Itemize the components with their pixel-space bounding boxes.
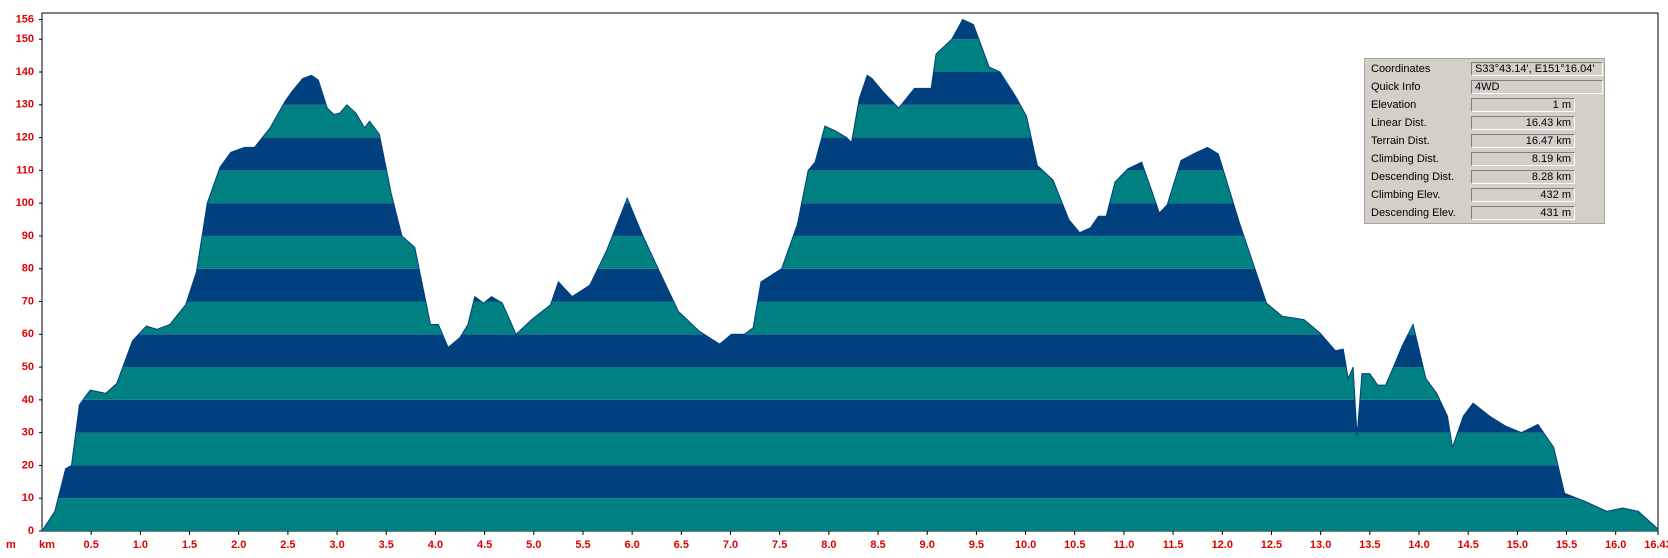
info-label: Quick Info — [1371, 81, 1421, 93]
x-tick-label: 5.5 — [575, 539, 590, 551]
info-value: 16.43 km — [1471, 116, 1575, 130]
info-value: 4WD — [1471, 80, 1603, 94]
info-row: Terrain Dist. 16.47 km — [1369, 133, 1604, 151]
x-tick-label: 10.0 — [1015, 539, 1036, 551]
x-tick-label: 9.5 — [969, 539, 984, 551]
x-tick-label: 12.5 — [1261, 539, 1282, 551]
x-tick-label: 3.0 — [329, 539, 344, 551]
elevation-band — [42, 334, 1658, 368]
x-tick-label: 11.5 — [1163, 539, 1184, 551]
y-tick-label: 60 — [22, 328, 34, 340]
info-label: Coordinates — [1371, 63, 1431, 75]
elevation-band — [42, 19, 1658, 40]
info-value: 432 m — [1471, 188, 1575, 202]
y-tick-label: 10 — [22, 492, 34, 504]
x-tick-label: 1.0 — [133, 539, 148, 551]
y-tick-label: 0 — [28, 525, 34, 537]
x-tick-label: 16.0 — [1605, 539, 1626, 551]
x-tick-label: 6.0 — [624, 539, 639, 551]
elevation-band — [42, 498, 1658, 531]
info-value: 8.28 km — [1471, 170, 1575, 184]
x-tick-label: 7.0 — [723, 539, 738, 551]
info-label: Descending Dist. — [1371, 171, 1455, 183]
x-axis-label: km — [39, 539, 55, 551]
x-tick-label: 12.0 — [1212, 539, 1233, 551]
x-tick-label: 14.0 — [1408, 539, 1429, 551]
x-tick-label: 8.5 — [870, 539, 885, 551]
x-tick-label: 2.5 — [280, 539, 295, 551]
y-tick-label: 20 — [22, 459, 34, 471]
x-tick-label: 0.5 — [84, 539, 99, 551]
x-tick-label: 13.5 — [1359, 539, 1380, 551]
y-tick-label: 150 — [16, 33, 34, 45]
info-value: 8.19 km — [1471, 152, 1575, 166]
x-tick-label: 9.0 — [920, 539, 935, 551]
y-tick-label: 70 — [22, 295, 34, 307]
y-tick-label: 140 — [16, 66, 34, 78]
y-tick-label: 130 — [16, 99, 34, 111]
elevation-profile — [41, 18, 1659, 532]
info-row: Linear Dist. 16.43 km — [1369, 115, 1604, 133]
y-tick-label: 30 — [22, 427, 34, 439]
x-tick-label: 5.0 — [526, 539, 541, 551]
x-tick-label: 6.5 — [674, 539, 689, 551]
x-tick-label: 11.0 — [1114, 539, 1135, 551]
x-tick-label: 1.5 — [182, 539, 197, 551]
elevation-band — [42, 301, 1658, 335]
info-label: Linear Dist. — [1371, 117, 1427, 129]
x-tick-label: 4.0 — [428, 539, 443, 551]
y-tick-label: 90 — [22, 230, 34, 242]
info-row: Elevation 1 m — [1369, 97, 1604, 115]
y-tick-label: 100 — [16, 197, 34, 209]
info-row: Quick Info 4WD — [1369, 79, 1604, 97]
x-tick-label: 13.0 — [1310, 539, 1331, 551]
info-label: Elevation — [1371, 99, 1417, 111]
y-tick-label: 80 — [22, 263, 34, 275]
info-row: Descending Elev. 431 m — [1369, 205, 1604, 223]
x-tick-label: 10.5 — [1064, 539, 1085, 551]
x-tick-label: 7.5 — [772, 539, 787, 551]
info-value: 1 m — [1471, 98, 1575, 112]
x-tick-label: 3.5 — [379, 539, 394, 551]
elevation-band — [42, 399, 1658, 433]
info-row: Climbing Dist. 8.19 km — [1369, 151, 1604, 169]
elevation-band — [42, 367, 1658, 400]
elevation-band — [42, 432, 1658, 466]
info-panel: Coordinates S33°43.14', E151°16.04' Quick … — [1364, 58, 1605, 224]
info-row: Coordinates S33°43.14', E151°16.04' — [1369, 61, 1604, 79]
info-label: Terrain Dist. — [1371, 135, 1430, 147]
y-tick-label: 156 — [16, 13, 34, 25]
info-row: Descending Dist. 8.28 km — [1369, 169, 1604, 187]
x-tick-label: 2.0 — [231, 539, 246, 551]
y-tick-label: 40 — [22, 394, 34, 406]
x-tick-label: 15.5 — [1556, 539, 1577, 551]
x-tick-label: 15.0 — [1507, 539, 1528, 551]
x-tick-label: 4.5 — [477, 539, 492, 551]
x-tick-label: 8.0 — [821, 539, 836, 551]
elevation-band — [42, 465, 1658, 499]
y-axis-label: m — [6, 539, 16, 551]
y-tick-label: 110 — [16, 164, 34, 176]
elevation-band — [42, 268, 1658, 302]
info-value: 431 m — [1471, 206, 1575, 220]
elevation-band — [42, 235, 1658, 269]
info-label: Climbing Elev. — [1371, 189, 1441, 201]
info-label: Climbing Dist. — [1371, 153, 1439, 165]
info-label: Descending Elev. — [1371, 207, 1456, 219]
x-tick-label: 14.5 — [1457, 539, 1478, 551]
x-tick-label: 16.43 — [1644, 539, 1668, 551]
info-row: Climbing Elev. 432 m — [1369, 187, 1604, 205]
elevation-band — [42, 13, 1658, 20]
info-value: S33°43.14', E151°16.04' — [1471, 62, 1603, 76]
y-tick-label: 50 — [22, 361, 34, 373]
info-value: 16.47 km — [1471, 134, 1575, 148]
y-tick-label: 120 — [16, 131, 34, 143]
